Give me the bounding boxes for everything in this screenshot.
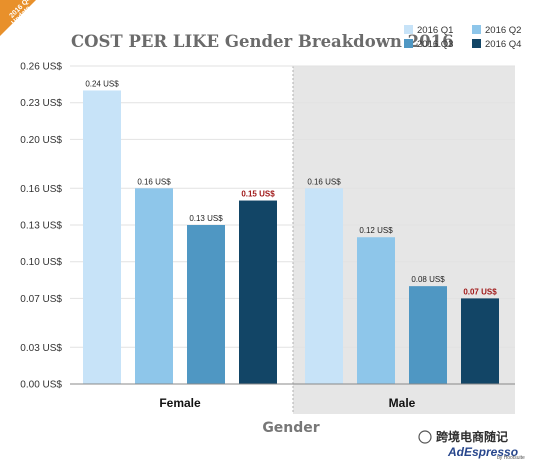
legend-swatch-q2 xyxy=(472,25,481,34)
data-label-female-q2: 0.16 US$ xyxy=(137,177,171,186)
category-label-female: Female xyxy=(159,396,201,410)
watermark-byline: by Hootsuite xyxy=(497,455,525,461)
bar-male-q2 xyxy=(357,237,395,384)
x-axis-title: Gender xyxy=(262,420,319,436)
y-tick-label: 0.07 US$ xyxy=(20,294,62,305)
y-tick-label: 0.26 US$ xyxy=(20,62,62,73)
bar-male-q3 xyxy=(409,286,447,384)
data-label-male-q4: 0.07 US$ xyxy=(463,287,497,296)
data-labels: 0.24 US$ 0.16 US$ 0.13 US$ 0.15 US$ 0.16 US$… xyxy=(85,79,497,296)
y-tick-label: 0.23 US$ xyxy=(20,98,62,109)
data-label-male-q2: 0.12 US$ xyxy=(359,226,393,235)
legend-label-q2: 2016 Q2 xyxy=(485,25,521,36)
legend-label-q1: 2016 Q1 xyxy=(417,25,453,36)
data-label-male-q1: 0.16 US$ xyxy=(307,177,341,186)
data-label-female-q1: 0.24 US$ xyxy=(85,79,119,88)
bars xyxy=(83,90,499,384)
data-label-female-q3: 0.13 US$ xyxy=(189,214,223,223)
legend-swatch-q4 xyxy=(472,39,481,48)
data-label-male-q3: 0.08 US$ xyxy=(411,275,445,284)
watermark: 跨境电商随记 AdEspresso by Hootsuite xyxy=(418,429,525,461)
watermark-text: 跨境电商随记 xyxy=(436,429,508,444)
data-label-female-q4: 0.15 US$ xyxy=(241,190,275,199)
legend-label-q3: 2016 Q3 xyxy=(417,39,453,50)
y-tick-label: 0.03 US$ xyxy=(20,343,62,354)
category-label-male: Male xyxy=(389,396,416,410)
legend: 2016 Q1 2016 Q2 2016 Q3 2016 Q4 xyxy=(404,25,521,50)
legend-label-q4: 2016 Q4 xyxy=(485,39,521,50)
bar-female-q2 xyxy=(135,188,173,384)
y-tick-label: 0.13 US$ xyxy=(20,221,62,232)
y-tick-label: 0.20 US$ xyxy=(20,135,62,146)
bar-female-q3 xyxy=(187,225,225,384)
update-badge: 2016 Q4 Update xyxy=(0,0,36,36)
legend-swatch-q1 xyxy=(404,25,413,34)
bar-female-q1 xyxy=(83,90,121,384)
y-tick-label: 0.10 US$ xyxy=(20,257,62,268)
bar-female-q4 xyxy=(239,200,277,384)
wechat-icon xyxy=(418,430,432,444)
y-tick-labels: 0.00 US$ 0.03 US$ 0.07 US$ 0.10 US$ 0.13 US$… xyxy=(20,62,62,391)
bar-male-q4 xyxy=(461,298,499,384)
y-tick-label: 0.00 US$ xyxy=(20,380,62,391)
bar-male-q1 xyxy=(305,188,343,384)
chart-title: COST PER LIKE Gender Breakdown 2016 xyxy=(71,32,454,51)
y-tick-label: 0.16 US$ xyxy=(20,184,62,195)
legend-swatch-q3 xyxy=(404,39,413,48)
watermark-brand: AdEspresso xyxy=(447,445,518,459)
badge-triangle xyxy=(0,0,36,36)
